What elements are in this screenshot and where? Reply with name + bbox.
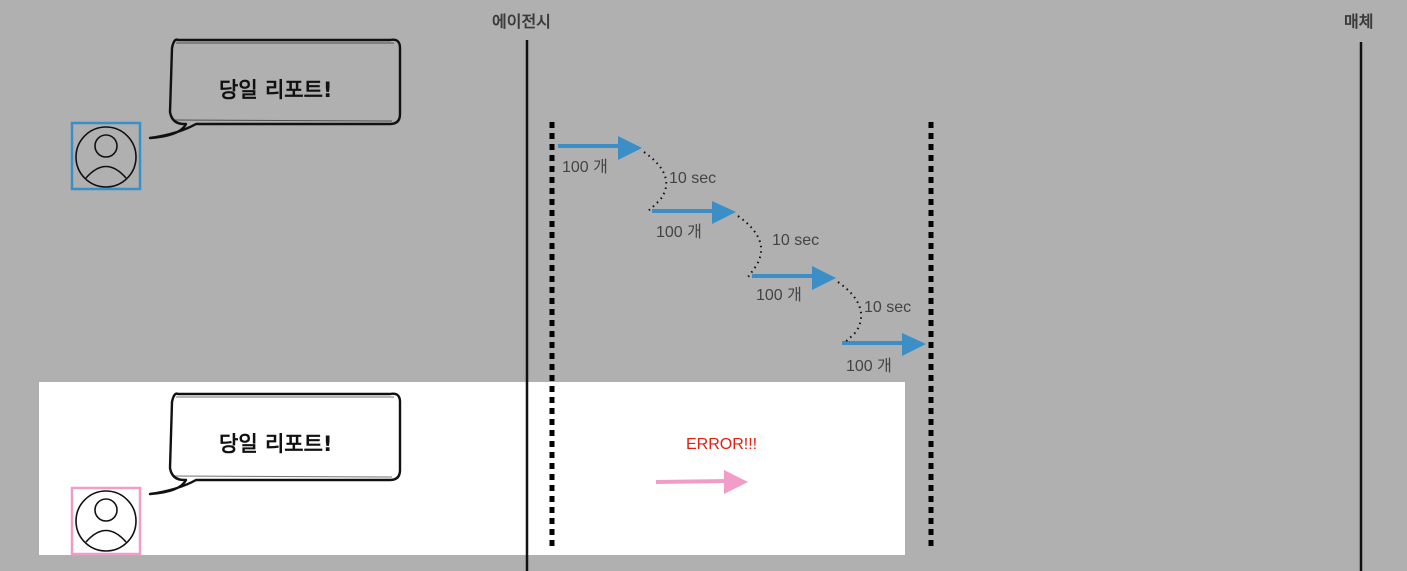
arrow-right-icon <box>842 333 926 356</box>
report-request-text: 당일 리포트! <box>219 432 333 456</box>
failure-scenario-panel <box>39 382 905 555</box>
report-request-text: 당일 리포트! <box>219 78 333 102</box>
delay-curve <box>643 151 668 212</box>
delay-label: 10 sec <box>669 170 717 187</box>
media-lifeline-label: 매체 <box>1344 12 1374 31</box>
agency-lifeline-label: 에이전시 <box>492 12 551 31</box>
batch-count-label: 100 개 <box>656 224 702 241</box>
arrow-right-icon <box>752 266 836 290</box>
delay-label: 10 sec <box>772 232 820 249</box>
speech-bubble-icon <box>148 38 402 140</box>
error-label: ERROR!!! <box>686 436 758 453</box>
arrow-right-icon <box>558 136 642 160</box>
delay-curve <box>837 281 863 344</box>
speech-bubble-icon <box>148 392 402 496</box>
delay-curve <box>737 215 763 278</box>
batch-count-label: 100 개 <box>756 287 802 304</box>
user-avatar-icon <box>70 121 142 191</box>
batch-count-label: 100 개 <box>562 159 608 176</box>
user-avatar-icon <box>70 486 142 556</box>
delay-label: 10 sec <box>864 299 912 316</box>
arrow-right-icon <box>655 470 748 494</box>
batch-count-label: 100 개 <box>846 358 892 375</box>
arrow-right-icon <box>652 201 736 224</box>
